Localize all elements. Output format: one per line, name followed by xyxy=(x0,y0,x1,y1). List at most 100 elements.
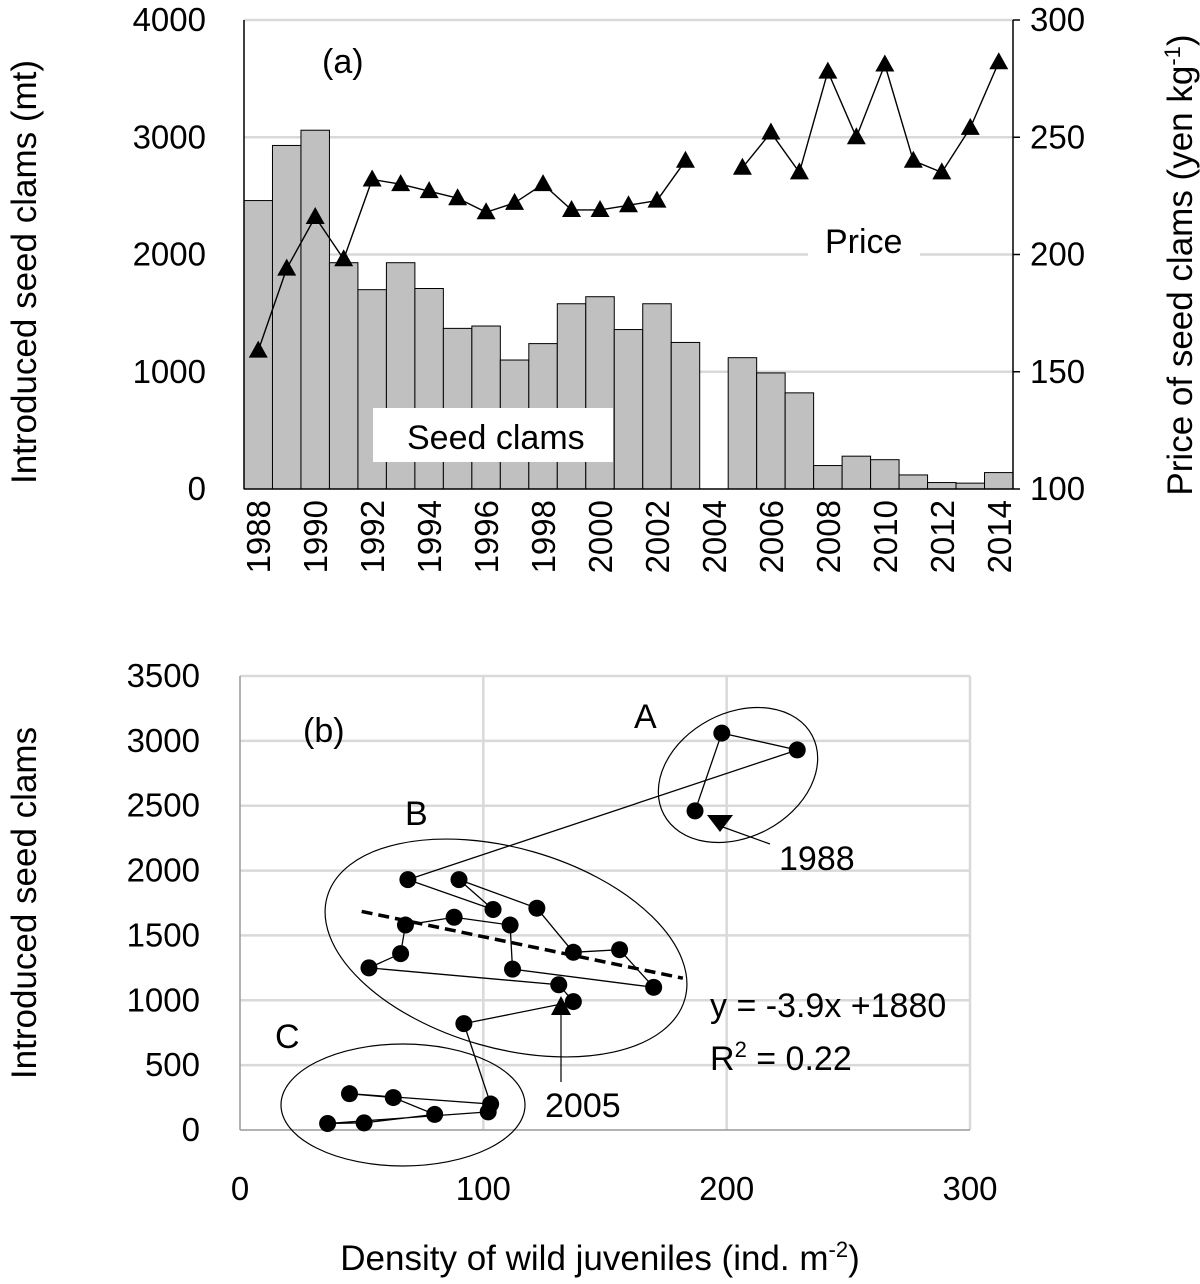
panel-b-x-tick-label: 100 xyxy=(456,1170,511,1207)
panel-b-x-tick-label: 300 xyxy=(942,1170,997,1207)
seed-clams-bar-1989 xyxy=(271,144,302,490)
panel-a-year-label: 2002 xyxy=(639,500,676,573)
panel-a-year-label: 1996 xyxy=(468,500,505,573)
panel-b-y-tick-label: 1000 xyxy=(127,981,200,1018)
price-marker-2005 xyxy=(732,157,752,175)
price-marker-1991 xyxy=(334,249,354,267)
price-marker-1995 xyxy=(448,188,468,206)
price-marker-1994 xyxy=(419,181,439,199)
panel-b-y-tick-label: 500 xyxy=(145,1046,200,1083)
callout-1988: 1988 xyxy=(707,815,855,878)
panel-b-x-tick-label: 200 xyxy=(699,1170,754,1207)
price-marker-2009 xyxy=(846,127,866,145)
group-a-ellipse xyxy=(657,706,819,844)
right-axis-title-main: Price of seed clams (yen kg xyxy=(1161,66,1200,496)
price-marker-1996 xyxy=(476,202,496,220)
r-squared-main: R xyxy=(710,1040,735,1078)
panel-a-year-label: 2006 xyxy=(753,500,790,573)
panel-a-year-label: 1992 xyxy=(354,500,391,573)
group-b-ellipse xyxy=(324,838,688,1058)
panel-a-year-label: 2008 xyxy=(810,500,847,573)
panel-a-year-label: 2014 xyxy=(981,500,1018,573)
panel-a-left-axis-title: Introduced seed clams (mt) xyxy=(5,60,44,484)
panel-b-y-axis-title: Introduced seed clams xyxy=(5,727,44,1079)
price-marker-2002 xyxy=(647,190,667,208)
price-line-series xyxy=(248,52,1009,358)
panel-a-label-backgrounds xyxy=(373,223,920,462)
panel-a-right-tick-labels: 100 150 200 250 300 xyxy=(1013,1,1085,507)
price-label-background xyxy=(808,223,920,265)
price-marker-2001 xyxy=(619,195,638,213)
price-marker-2008 xyxy=(818,61,838,79)
scatter-point-2012 xyxy=(355,1114,373,1132)
seed-clams-label-background xyxy=(373,408,613,462)
panel-a-left-tick-label: 3000 xyxy=(133,118,206,155)
panel-b-y-tick-label: 3500 xyxy=(127,657,200,694)
panel-a-left-tick-label: 4000 xyxy=(133,1,206,38)
seed-clams-bar-2002 xyxy=(642,303,672,490)
price-marker-2007 xyxy=(789,162,809,180)
r-squared-value: = 0.22 xyxy=(747,1040,852,1078)
trendline xyxy=(361,909,684,980)
scatter-point-1990 xyxy=(788,741,806,759)
panel-a-right-tick-label: 300 xyxy=(1030,1,1085,38)
scatter-point-1989 xyxy=(713,724,731,742)
scatter-point-1999 xyxy=(501,916,519,934)
seed-clams-bar-2008 xyxy=(813,465,843,490)
price-marker-2011 xyxy=(903,150,923,168)
panel-a-right-axis-title: Price of seed clams (yen kg-1) xyxy=(1160,34,1200,495)
panel-a-left-tick-label: 0 xyxy=(188,470,206,507)
scatter-point-1996 xyxy=(611,941,629,959)
scatter-point-2007 xyxy=(455,1015,473,1033)
panel-a-right-tick-label: 150 xyxy=(1030,353,1085,390)
scatter-point-2006 xyxy=(564,993,582,1011)
group-ellipses xyxy=(280,706,819,1167)
right-axis-title-end: ) xyxy=(1161,34,1200,46)
panel-a-year-label: 1988 xyxy=(240,500,277,573)
price-marker-1997 xyxy=(505,192,525,210)
callout-1988-label: 1988 xyxy=(779,840,855,878)
scatter-point-2005 xyxy=(550,976,568,994)
price-marker-2010 xyxy=(875,54,895,72)
panel-a-year-label: 2004 xyxy=(696,500,733,573)
panel-b-y-tick-label: 0 xyxy=(182,1111,200,1148)
price-marker-1990 xyxy=(305,206,325,224)
panel-b-gridlines xyxy=(240,674,972,1130)
price-line-segment xyxy=(257,160,687,351)
panel-a-right-tick-label: 200 xyxy=(1030,236,1085,273)
panel-a-bar-line-chart: 0 1000 2000 3000 4000 100 150 200 250 300 1988 19… xyxy=(5,1,1200,573)
price-marker-2012 xyxy=(932,162,952,180)
panel-a-left-tick-labels: 0 1000 2000 3000 4000 xyxy=(133,1,206,507)
panel-a-left-tick-label: 1000 xyxy=(133,353,206,390)
panel-b-x-tick-labels: 0 100 200 300 xyxy=(231,1170,998,1207)
scatter-point-1995 xyxy=(564,943,582,961)
panel-b-y-tick-labels: 0 500 1000 1500 2000 2500 3000 3500 xyxy=(127,657,200,1148)
seed-clams-bar-2005 xyxy=(727,357,758,490)
panel-a-right-tick-label: 250 xyxy=(1030,118,1085,155)
group-a-label: A xyxy=(634,698,657,736)
seed-clams-bar-2011 xyxy=(898,474,929,490)
seed-clams-bar-2003 xyxy=(670,341,701,490)
panel-a-right-tick-label: 100 xyxy=(1030,470,1085,507)
scatter-point-1988 xyxy=(686,802,704,820)
price-marker-1989 xyxy=(277,258,297,276)
seed-clams-bars xyxy=(243,129,1014,490)
price-marker-1998 xyxy=(533,174,553,192)
panel-b-y-tick-label: 1500 xyxy=(127,916,200,953)
scatter-point-1992 xyxy=(484,900,502,918)
scatter-point-1998 xyxy=(504,960,522,978)
seed-clams-bar-2012 xyxy=(927,482,957,490)
panel-b-x-axis-title: Density of wild juveniles (ind. m-2) xyxy=(340,1237,859,1278)
scatter-point-2010 xyxy=(384,1089,402,1107)
panel-a-year-label: 1990 xyxy=(297,500,334,573)
seed-clams-bar-1996 xyxy=(471,325,501,490)
price-marker-2013 xyxy=(960,117,980,135)
group-c-ellipse xyxy=(280,1043,526,1167)
seed-clams-bar-1990 xyxy=(300,129,330,490)
price-series-label: Price xyxy=(825,223,902,261)
panel-a-year-label: 2000 xyxy=(582,500,619,573)
scatter-point-2013 xyxy=(319,1115,337,1133)
scatter-point-2001 xyxy=(396,916,414,934)
regression-equation: y = -3.9x +1880 xyxy=(710,987,946,1025)
